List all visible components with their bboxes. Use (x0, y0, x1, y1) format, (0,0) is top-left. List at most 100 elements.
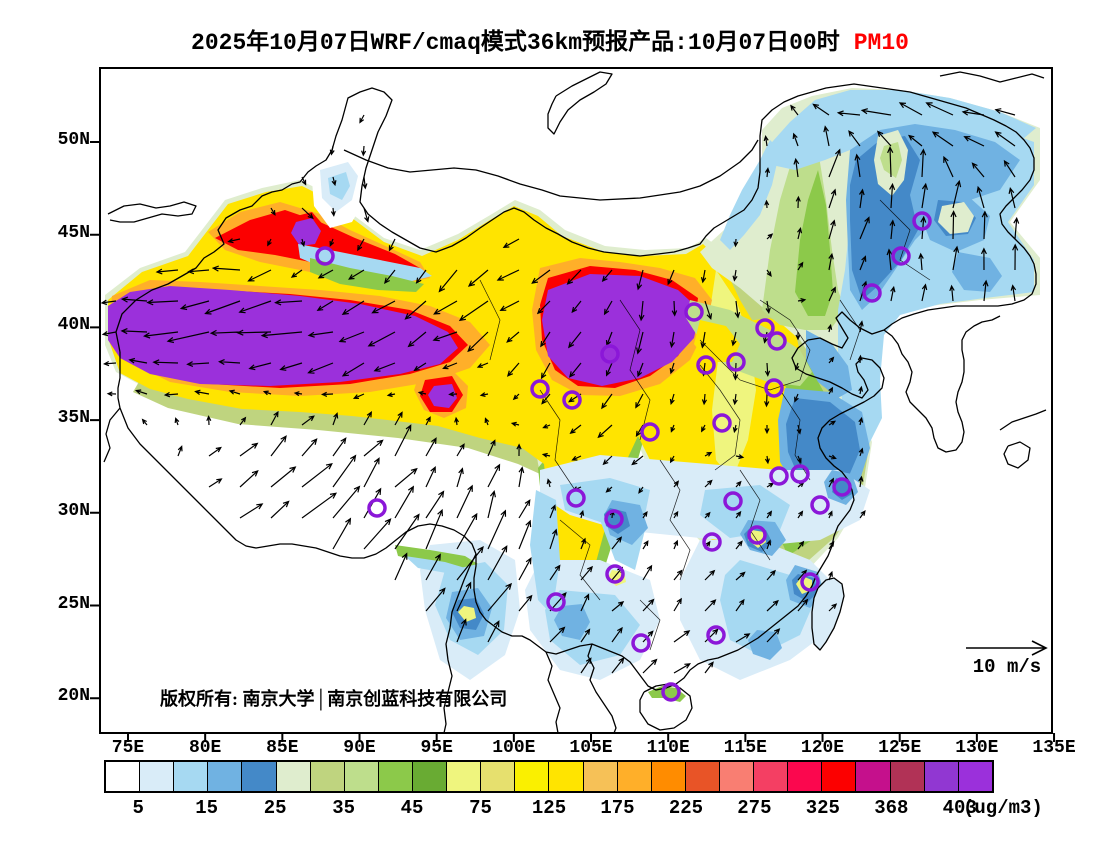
province-boundary (699, 364, 741, 471)
contour-fill (310, 258, 424, 292)
contour-fill (694, 320, 740, 362)
colorbar-cell (753, 762, 788, 791)
contour-fill (458, 606, 476, 622)
colorbar-cell (106, 762, 140, 791)
lat-tick-label: 20N (57, 686, 90, 707)
lat-tick-label: 35N (57, 408, 90, 429)
lon-tick-label: 75E (111, 738, 145, 758)
city-marker (912, 211, 932, 231)
colorbar-tick-label: 15 (195, 797, 219, 819)
province-boundary (539, 389, 576, 491)
city-marker (684, 302, 704, 322)
copyright-text: 版权所有: 南京大学│南京创蓝科技有限公司 (160, 689, 508, 709)
coastline-border (117, 311, 885, 691)
coastline-border (811, 577, 845, 651)
colorbar-tick-label: 175 (600, 797, 635, 819)
city-marker (566, 488, 586, 508)
colorbar-cell (582, 762, 617, 791)
city-marker (747, 525, 767, 545)
colorbar-cell (616, 762, 651, 791)
wind-reference-label: 10 m/s (972, 656, 1042, 678)
colorbar-tick-label: 275 (737, 797, 772, 819)
lon-tick-label: 95E (420, 738, 453, 758)
lat-tick-label: 45N (57, 222, 90, 243)
city-marker (891, 246, 911, 266)
colorbar-cell (139, 762, 174, 791)
colorbar-cell (241, 762, 276, 791)
city-marker (810, 495, 830, 515)
contour-fill (108, 286, 458, 386)
city-marker (767, 331, 787, 351)
contour-fill (748, 630, 782, 660)
city-marker (530, 379, 550, 399)
province-boundary (479, 279, 501, 361)
city-marker (661, 682, 681, 702)
colorbar-tick-label: 45 (400, 797, 424, 819)
coastline-border (545, 651, 561, 734)
axis-ticks (90, 141, 1056, 742)
contour-fill (686, 300, 812, 386)
colorbar-cell (684, 762, 719, 791)
colorbar-cell (821, 762, 856, 791)
map-frame (99, 67, 1053, 734)
city-marker (702, 532, 722, 552)
coastline-border (343, 139, 759, 201)
city-marker (790, 464, 810, 484)
colorbar-cell (889, 762, 924, 791)
colorbar-tick-label: 325 (805, 797, 840, 819)
colorbar-tick-label: 403 (942, 797, 977, 819)
colorbar-cell (787, 762, 822, 791)
city-marker (706, 625, 726, 645)
city-marker (562, 390, 582, 410)
city-marker (832, 477, 852, 497)
coastline-border (939, 71, 1045, 83)
city-marker (862, 283, 882, 303)
city-marker (723, 491, 743, 511)
province-boundary (559, 519, 601, 601)
province-boundary (659, 459, 691, 581)
city-marker (769, 466, 789, 486)
contour-fill (806, 330, 852, 398)
city-marker (755, 318, 775, 338)
colorbar-cell (377, 762, 412, 791)
lon-tick-label: 120E (800, 738, 845, 758)
lat-tick-label: 50N (57, 130, 90, 150)
taiwan-fill (812, 578, 844, 650)
page-title: 2025年10月07日WRF/cmaq模式36km预报产品:10月07日00时 P… (0, 22, 1100, 56)
colorbar-cell (173, 762, 208, 791)
contour-fill (795, 170, 833, 316)
colorbar-tick-label: 125 (531, 797, 567, 819)
city-marker (696, 355, 716, 375)
colorbar-cell (446, 762, 481, 791)
lon-tick-label: 105E (569, 738, 613, 758)
city-marker (604, 509, 624, 529)
lon-tick-label: 90E (343, 738, 376, 758)
colorbar-cell (718, 762, 754, 791)
city-marker (605, 564, 625, 584)
colorbar-cell (411, 762, 447, 791)
colorbar-tick-label: 25 (263, 797, 287, 819)
city-marker (712, 413, 732, 433)
contour-fill (405, 556, 472, 574)
title-species-pm10: PM10 (853, 30, 909, 56)
colorbar-tick-label: 225 (668, 797, 704, 819)
contour-fill (530, 490, 560, 615)
lat-tick-label: 40N (57, 315, 90, 336)
coastline-border (999, 409, 1047, 431)
city-marker (367, 498, 387, 518)
colorbar-cell (275, 762, 310, 791)
coastline-border (115, 83, 1037, 353)
lon-tick-label: 80E (188, 738, 222, 758)
province-boundary (879, 199, 931, 281)
colorbar-cell (309, 762, 344, 791)
city-marker (631, 633, 651, 653)
city-marker (600, 344, 620, 364)
contour-fill (952, 252, 1002, 292)
lat-tick-label: 25N (57, 593, 90, 614)
contour-fill (542, 274, 700, 386)
colorbar-cell (207, 762, 242, 791)
coastline-border (883, 315, 1001, 453)
colorbar-cell (514, 762, 549, 791)
